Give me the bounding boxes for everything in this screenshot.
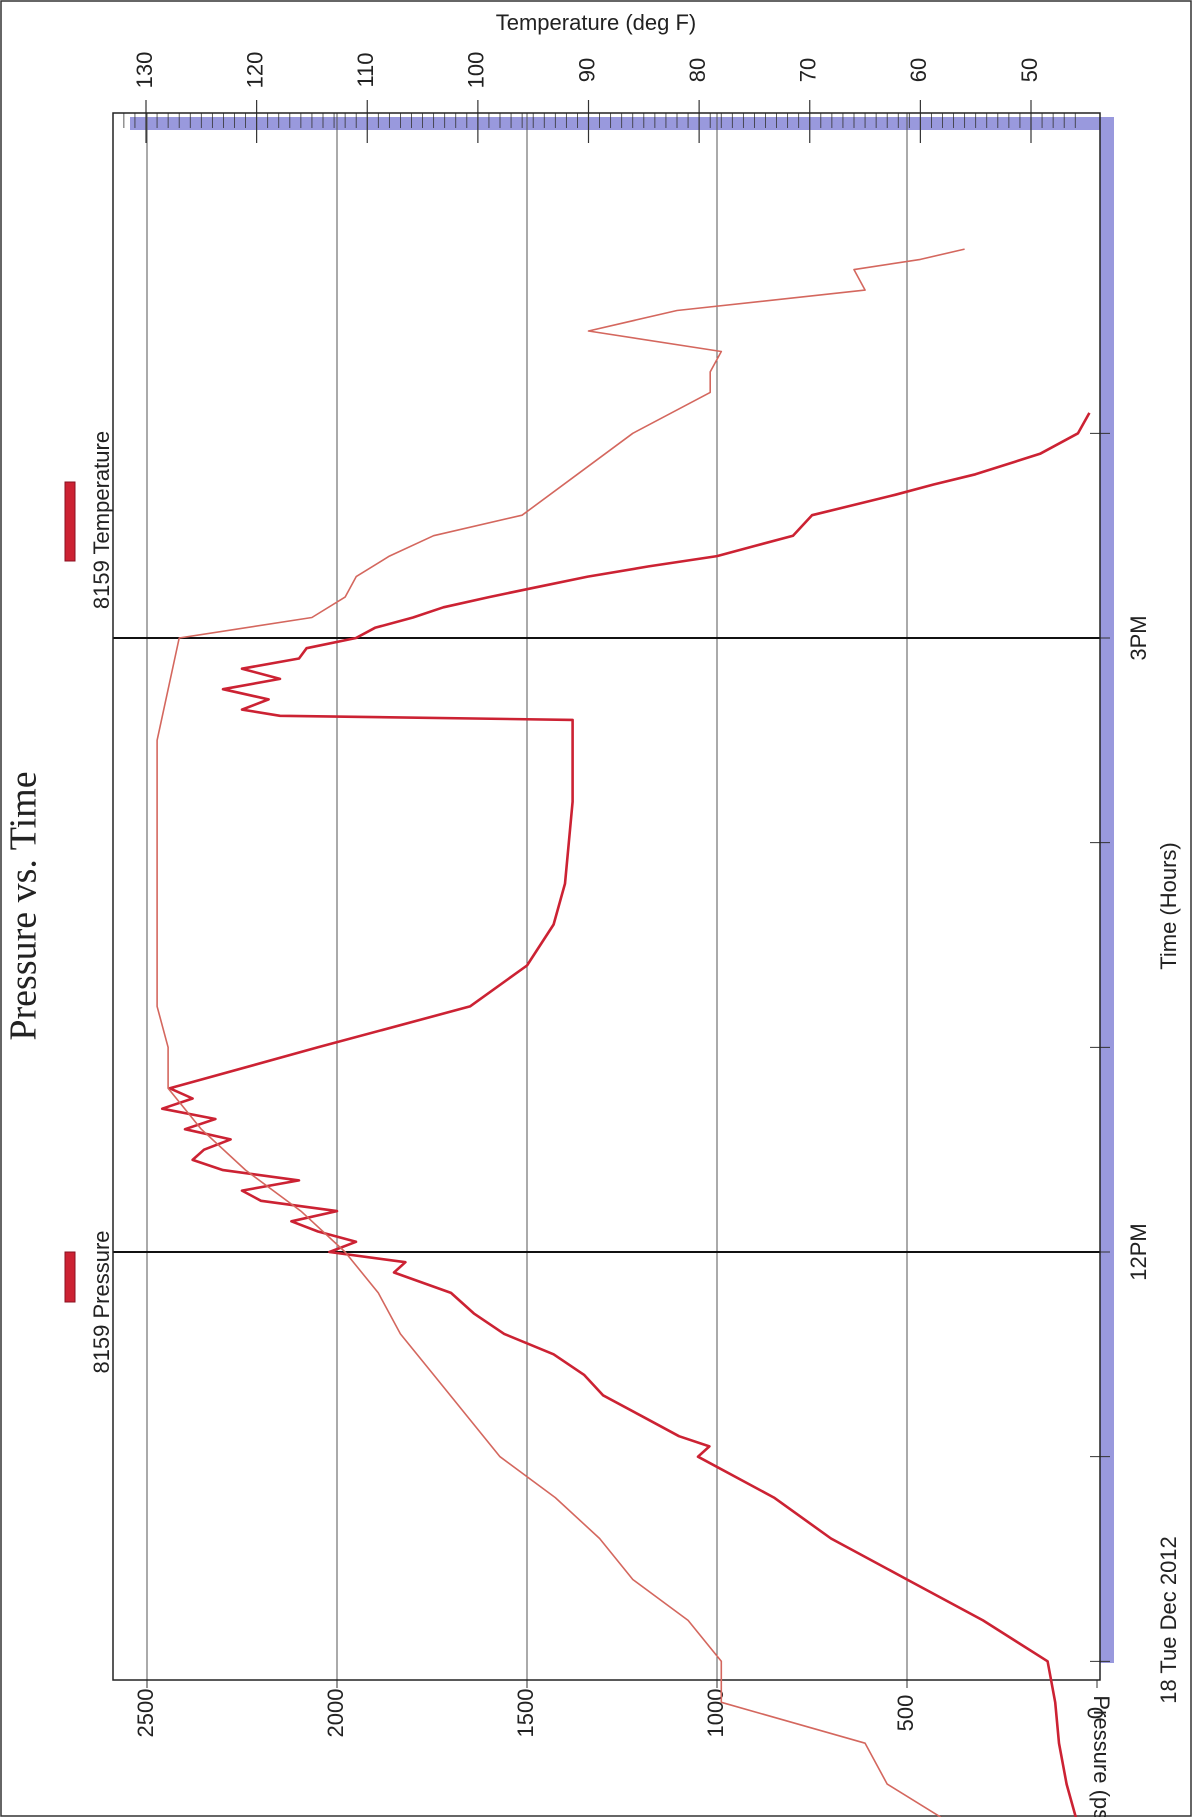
date-label: 18 Tue Dec 2012 — [1156, 1536, 1181, 1704]
tick-label-temperature-110: 110 — [353, 52, 378, 87]
legend-swatch-pressure — [64, 1251, 76, 1303]
tick-label-temperature-130: 130 — [132, 52, 157, 89]
tick-label-time-3pm: 3PM — [1126, 615, 1151, 660]
tick-label-temperature-50: 50 — [1017, 58, 1042, 82]
tick-label-temperature-120: 120 — [242, 52, 267, 89]
tick-label-temperature-70: 70 — [796, 58, 821, 82]
chart-title: Pressure vs. Time — [3, 771, 45, 1040]
y-axis-label: Pressure (psia) — [1089, 1695, 1114, 1817]
series-line-temperature — [156, 248, 965, 1817]
tick-label-pressure-500: 500 — [893, 1695, 918, 1732]
tick-label-temperature-100: 100 — [464, 52, 489, 89]
plot-shadow-right — [1100, 117, 1114, 1663]
tick-label-temperature-80: 80 — [685, 58, 710, 82]
y2-axis-label: Temperature (deg F) — [496, 10, 697, 35]
tick-label-time-12pm: 12PM — [1126, 1223, 1151, 1280]
tick-label-pressure-2000: 2000 — [323, 1689, 348, 1738]
legend-label-temperature: 8159 Temperature — [89, 431, 114, 609]
tick-label-pressure-0: 0 — [1083, 1707, 1108, 1719]
tick-label-pressure-1500: 1500 — [513, 1689, 538, 1738]
legend-swatch-temperature — [64, 481, 76, 562]
tick-label-temperature-90: 90 — [574, 58, 599, 82]
plot-background — [113, 113, 1100, 1680]
plot-layer: 0 500 1000 1500 2000 2500 50 60 70 80 90 100 110 120 1… — [3, 10, 1181, 1817]
legend-label-pressure: 8159 Pressure — [89, 1230, 114, 1373]
tick-label-temperature-60: 60 — [906, 58, 931, 82]
x-axis-label: Time (Hours) — [1156, 842, 1181, 970]
tick-label-pressure-1000: 1000 — [703, 1689, 728, 1738]
series-line-pressure — [160, 412, 1091, 1817]
plot-frame — [112, 112, 1101, 1681]
tick-label-pressure-2500: 2500 — [133, 1689, 158, 1738]
